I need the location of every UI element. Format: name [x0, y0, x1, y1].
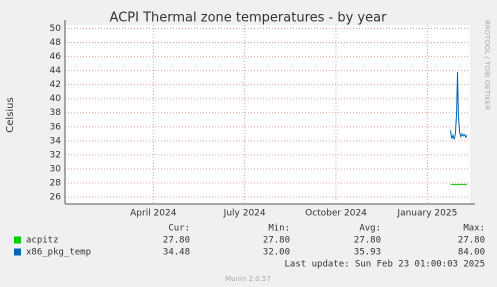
legend-swatch — [14, 236, 21, 244]
x-tick-label: October 2024 — [305, 209, 367, 219]
series-line — [450, 72, 468, 140]
legend-stat: 34.48 — [163, 248, 190, 258]
legend-header: Max: — [463, 224, 485, 234]
chart-title: ACPI Thermal zone temperatures - by year — [110, 11, 388, 26]
y-tick-label: 34 — [50, 136, 62, 146]
y-tick-label: 28 — [50, 178, 62, 188]
legend-stat: 27.80 — [263, 236, 290, 246]
legend-name: x86_pkg_temp — [26, 248, 91, 258]
side-text: RRDTOOL / TOBI OETIKER — [483, 20, 491, 110]
plot-area — [65, 25, 470, 204]
y-tick-label: 26 — [50, 192, 62, 202]
y-tick-label: 30 — [50, 164, 62, 174]
legend-stat: 27.80 — [354, 236, 381, 246]
y-tick-label: 42 — [50, 80, 61, 90]
x-tick-label: April 2024 — [130, 209, 177, 219]
legend-swatch — [14, 248, 21, 256]
y-tick-label: 48 — [50, 38, 62, 48]
legend-header: Avg: — [359, 224, 381, 234]
footer: Munin 2.0.57 — [225, 275, 271, 283]
y-tick-label: 44 — [50, 66, 62, 76]
legend-stat: 27.80 — [458, 236, 485, 246]
y-tick-label: 38 — [50, 108, 62, 118]
y-tick-label: 50 — [50, 24, 62, 34]
x-tick-label: July 2024 — [223, 209, 266, 219]
legend-name: acpitz — [26, 236, 59, 246]
y-tick-label: 46 — [50, 52, 62, 62]
y-tick-label: 32 — [50, 150, 61, 160]
y-axis-label: Celsius — [5, 97, 16, 132]
legend-stat: 32.00 — [263, 248, 290, 258]
y-tick-label: 40 — [50, 94, 62, 104]
legend-stat: 35.93 — [354, 248, 381, 258]
legend-header: Min: — [268, 224, 290, 234]
legend-stat: 27.80 — [163, 236, 190, 246]
y-tick-label: 36 — [50, 122, 62, 132]
legend-header: Cur: — [168, 224, 190, 234]
last-update: Last update: Sun Feb 23 01:00:03 2025 — [285, 260, 485, 270]
x-tick-label: January 2025 — [396, 209, 457, 219]
legend-stat: 84.00 — [458, 248, 485, 258]
